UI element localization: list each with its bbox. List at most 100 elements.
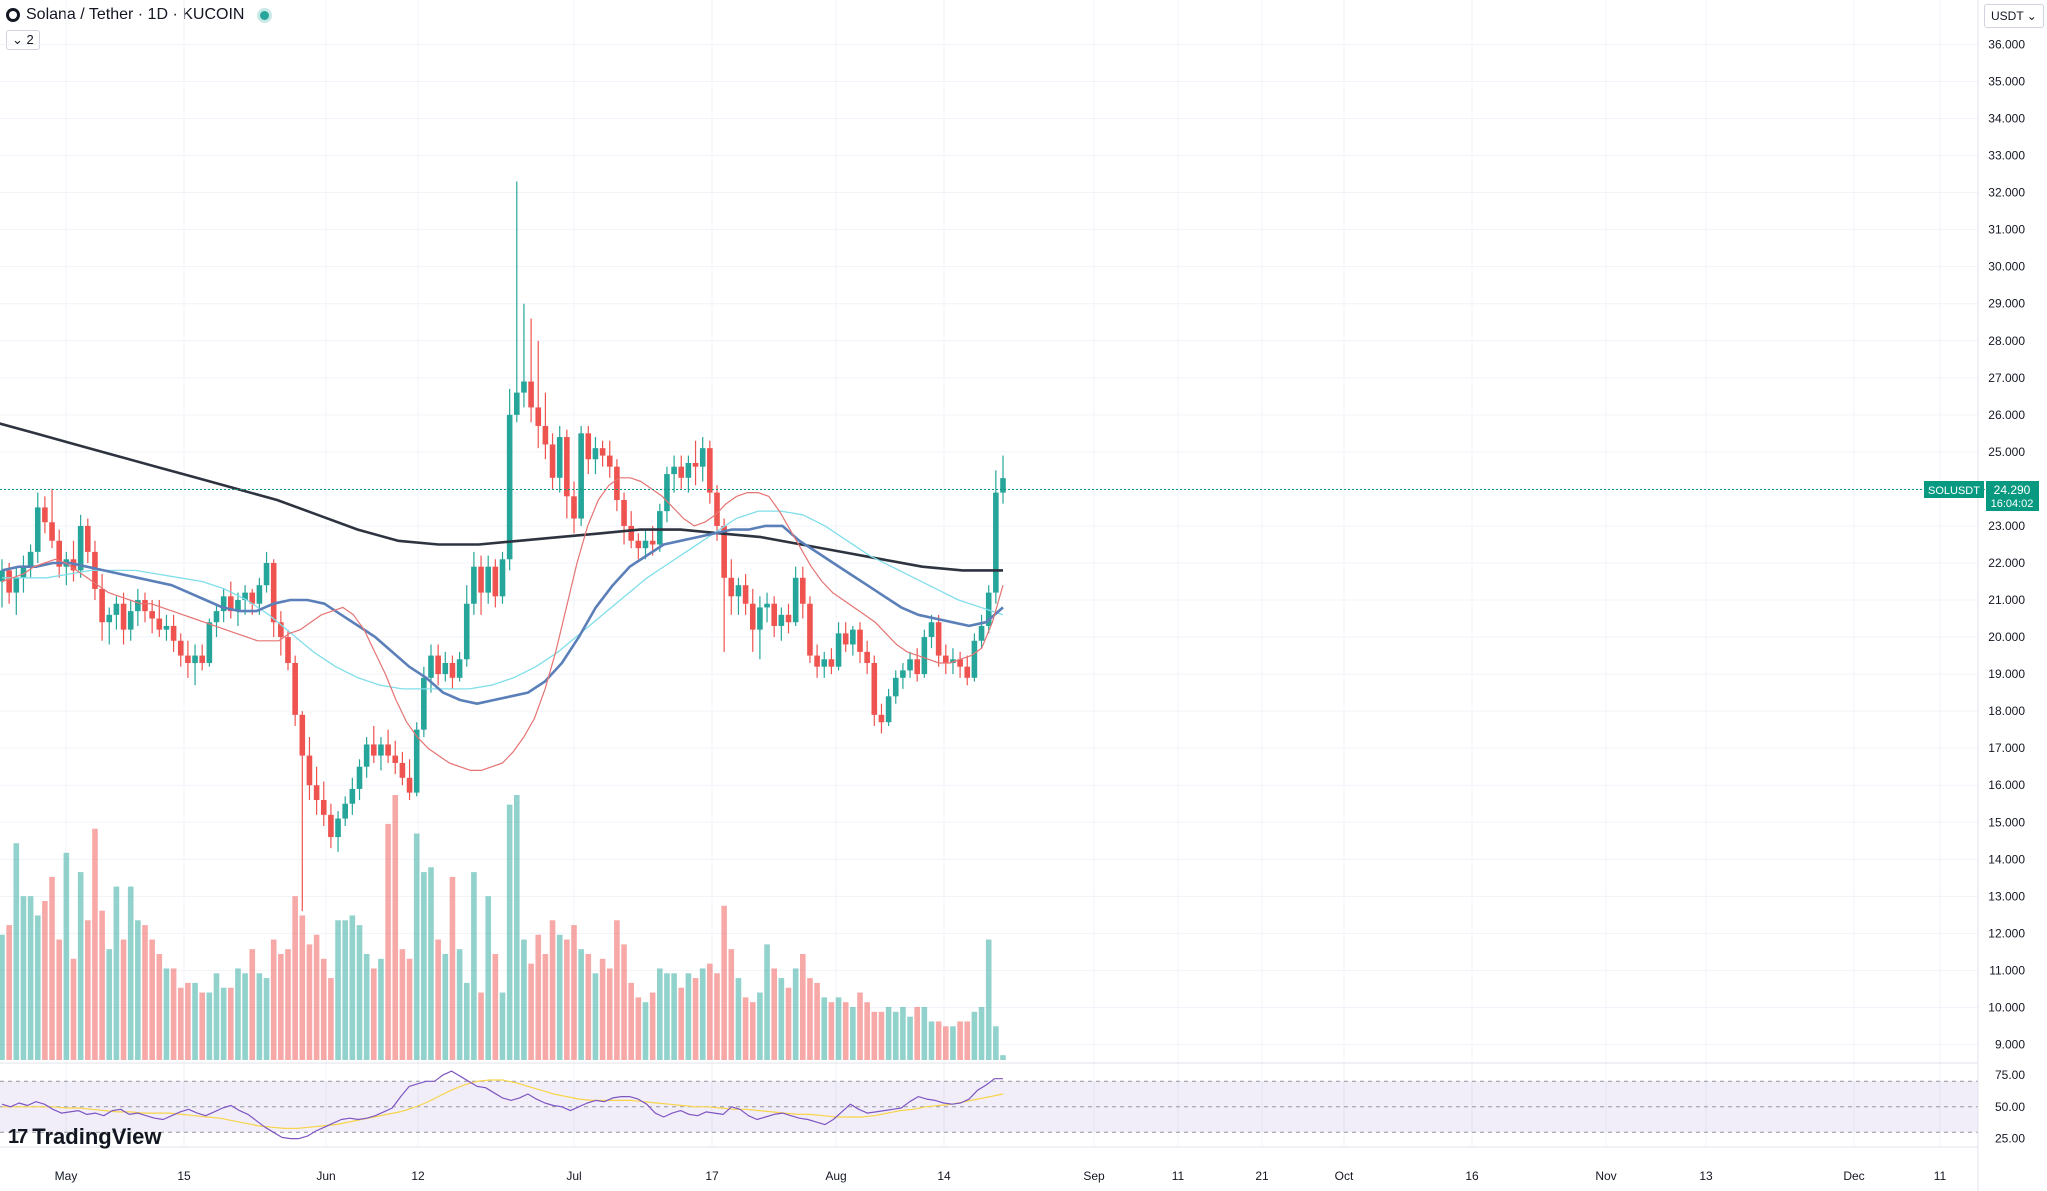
- candle-body: [592, 448, 599, 460]
- symbol-badge-text: SOLUSDT: [1928, 485, 1980, 497]
- candle-body: [99, 588, 105, 623]
- candle-body: [671, 466, 677, 475]
- volume-bar: [135, 920, 141, 1060]
- x-tick-label: 14: [937, 1169, 951, 1183]
- symbol-title[interactable]: Solana / Tether · 1D · KUCOIN: [26, 6, 245, 23]
- x-tick-label: Nov: [1595, 1169, 1616, 1183]
- volume-bar: [993, 1026, 999, 1060]
- candle-body: [821, 659, 828, 667]
- candle-body: [606, 455, 613, 467]
- candle-body: [235, 600, 241, 612]
- volume-bar: [113, 886, 120, 1060]
- candle-body: [421, 677, 427, 730]
- volume-bar: [928, 1021, 935, 1060]
- y-tick-label: 22.000: [1988, 556, 2025, 570]
- y-tick-label: 32.000: [1988, 186, 2025, 200]
- volume-bar: [342, 920, 348, 1060]
- candle-body: [728, 577, 735, 597]
- volume-bar: [978, 1007, 985, 1060]
- volume-bar: [127, 886, 134, 1060]
- volume-bar: [413, 833, 420, 1060]
- candle-body: [564, 437, 570, 497]
- volume-bar: [378, 958, 384, 1060]
- volume-bar: [749, 1002, 756, 1060]
- candle-body: [249, 592, 256, 604]
- x-tick-label: 16: [1465, 1169, 1479, 1183]
- y-tick-label: 31.000: [1988, 223, 2025, 237]
- volume-bar: [499, 992, 506, 1060]
- candle-body: [835, 633, 842, 667]
- indicators-toggle-button[interactable]: ⌄ 2: [6, 30, 40, 50]
- volume-bar: [335, 920, 341, 1060]
- candle-body: [56, 540, 62, 567]
- candle-body: [971, 640, 978, 678]
- candle-body: [192, 655, 198, 663]
- candle-body: [635, 540, 642, 549]
- volume-bar: [835, 997, 842, 1060]
- candle-body: [156, 618, 163, 630]
- volume-bar: [435, 939, 441, 1060]
- volume-bar: [757, 992, 763, 1060]
- volume-bar: [606, 968, 613, 1060]
- candle-body: [328, 814, 334, 838]
- y-tick-label: 29.000: [1988, 297, 2025, 311]
- x-tick-label: Sep: [1083, 1169, 1105, 1183]
- x-tick-label: Jul: [566, 1169, 581, 1183]
- candle-body: [49, 522, 55, 541]
- candle-body: [34, 507, 41, 552]
- candle-body: [842, 633, 849, 645]
- price-badge-value: 24.290: [1994, 483, 2031, 497]
- candle-body: [442, 662, 449, 675]
- volume-bar: [971, 1011, 978, 1060]
- candle-body: [549, 444, 556, 478]
- volume-bar: [192, 982, 198, 1060]
- ma-fast-line: [1, 477, 1004, 772]
- y-tick-label: 26.000: [1988, 408, 2025, 422]
- volume-bar: [0, 934, 5, 1060]
- candle-body: [900, 670, 906, 678]
- volume-bar: [792, 968, 799, 1060]
- candle-body: [585, 433, 592, 460]
- candle-body: [878, 714, 885, 723]
- volume-bar: [63, 852, 70, 1060]
- candle-body: [285, 637, 291, 663]
- volume-bar: [528, 963, 534, 1060]
- volume-bar: [814, 982, 820, 1060]
- volume-bar: [399, 949, 406, 1060]
- candle-body: [506, 414, 513, 560]
- candle-body: [514, 392, 520, 415]
- volume-bar: [85, 920, 91, 1060]
- candle-body: [206, 622, 213, 663]
- currency-select[interactable]: USDT ⌄: [1984, 4, 2044, 28]
- candle-body: [42, 507, 48, 523]
- volume-bar: [699, 968, 706, 1060]
- volume-bar: [707, 963, 713, 1060]
- volume-bar: [950, 1026, 956, 1060]
- candle-body: [349, 788, 356, 804]
- volume-bar: [785, 987, 792, 1060]
- volume-bar: [578, 949, 584, 1060]
- candle-body: [871, 662, 878, 715]
- candle-body: [113, 603, 120, 615]
- candle-body: [921, 637, 928, 675]
- volume-bar: [77, 872, 84, 1060]
- candle-body: [278, 622, 284, 638]
- candle-body: [199, 655, 205, 663]
- volume-bar: [914, 1007, 920, 1060]
- candle-body: [771, 603, 777, 626]
- candle-body: [106, 614, 113, 623]
- candle-body: [449, 662, 456, 678]
- volume-bar: [363, 954, 370, 1060]
- candle-body: [535, 407, 542, 426]
- volume-bar: [649, 992, 656, 1060]
- tradingview-logo[interactable]: 17 TradingView: [8, 1124, 161, 1150]
- volume-bar: [349, 915, 356, 1060]
- candle-body: [885, 696, 892, 723]
- volume-bar: [56, 939, 62, 1060]
- solana-logo-icon: [6, 8, 20, 22]
- volume-bar: [92, 828, 98, 1060]
- candle-body: [785, 614, 792, 623]
- volume-bar: [99, 910, 105, 1060]
- volume-bar: [120, 939, 127, 1060]
